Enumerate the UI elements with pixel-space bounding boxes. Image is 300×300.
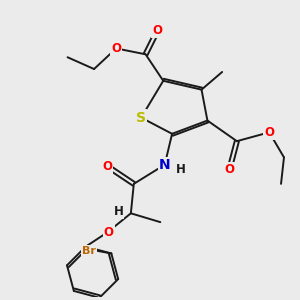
Text: S: S bbox=[136, 111, 146, 124]
Text: O: O bbox=[104, 226, 114, 239]
Text: O: O bbox=[152, 24, 162, 37]
Text: H: H bbox=[114, 205, 123, 218]
Text: Br: Br bbox=[82, 245, 96, 256]
Text: O: O bbox=[224, 163, 235, 176]
Text: O: O bbox=[111, 42, 121, 55]
Text: N: N bbox=[159, 158, 170, 172]
Text: O: O bbox=[264, 126, 274, 139]
Text: O: O bbox=[102, 160, 112, 173]
Text: H: H bbox=[176, 163, 186, 176]
